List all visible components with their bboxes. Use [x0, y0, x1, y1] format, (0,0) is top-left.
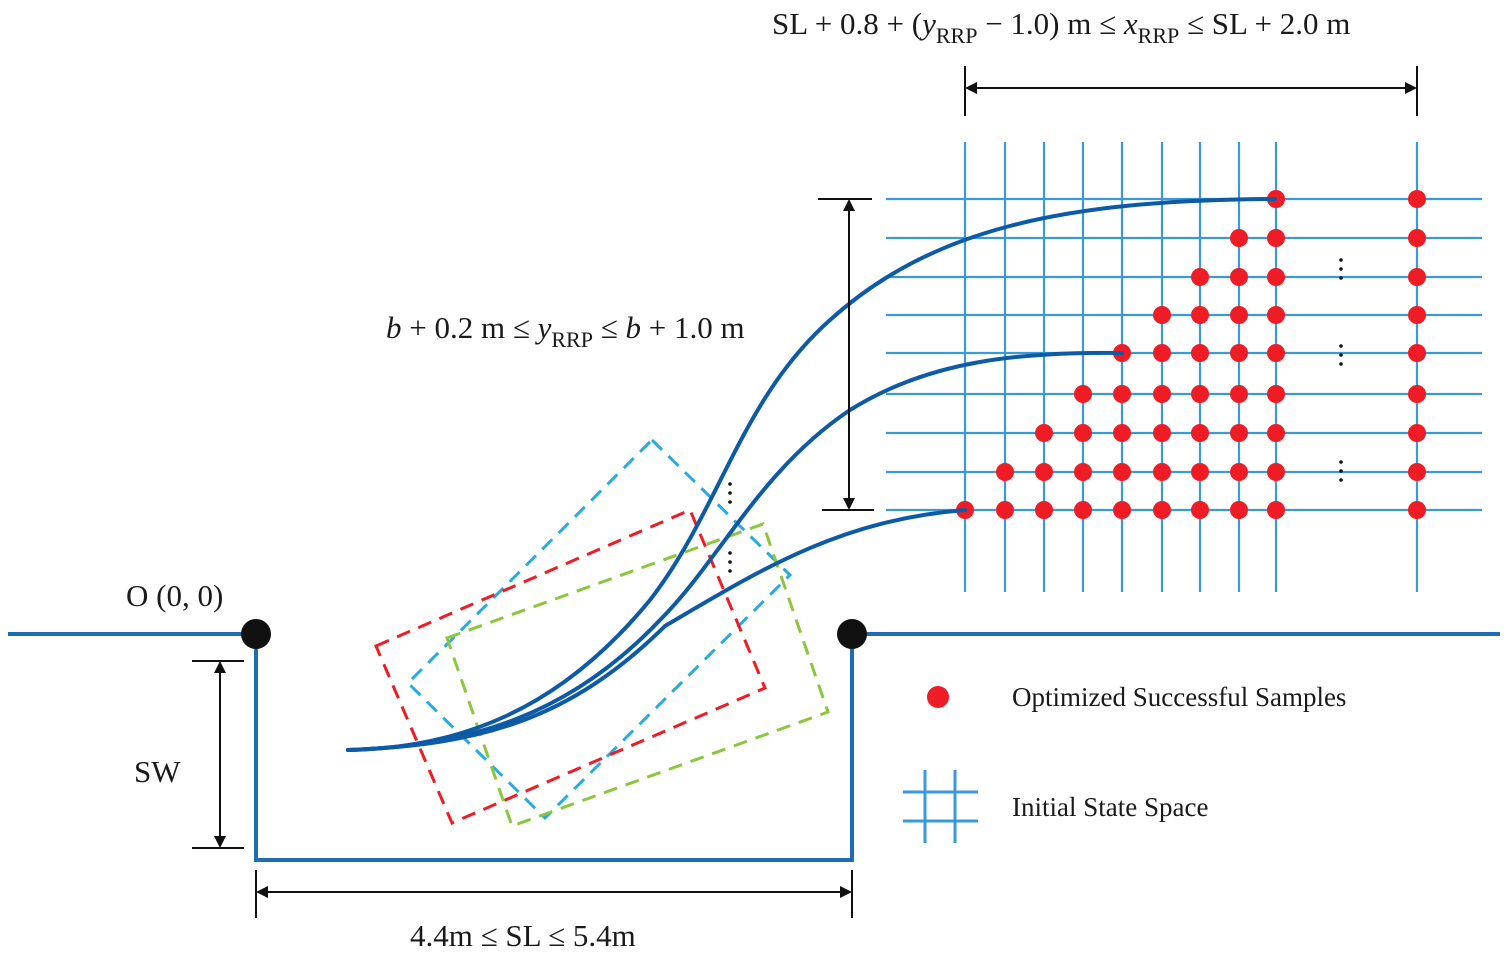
- sample-dot: [1408, 424, 1426, 442]
- sample-dot: [1074, 501, 1092, 519]
- sample-dot: [1191, 344, 1209, 362]
- x-range-dimension: [964, 66, 1418, 116]
- sample-dot: [1113, 385, 1131, 403]
- sample-dot: [1035, 463, 1053, 481]
- sample-dot: [1408, 306, 1426, 324]
- sample-dot: [1230, 344, 1248, 362]
- sample-dot: [1408, 344, 1426, 362]
- sample-dot: [1153, 306, 1171, 324]
- trajectory-high: [346, 197, 1277, 752]
- sample-dot: [996, 463, 1014, 481]
- legend-dot-icon: [927, 686, 949, 708]
- origin-label: O (0, 0): [126, 578, 223, 613]
- parking-slot-outline: [8, 632, 1500, 862]
- sample-dot: [1113, 463, 1131, 481]
- sw-dimension: [192, 660, 244, 849]
- sample-dot: [1230, 306, 1248, 324]
- trajectory-low: [346, 508, 967, 752]
- sl-range-label: 4.4m ≤ SL ≤ 5.4m: [410, 918, 636, 953]
- sample-dot: [1267, 463, 1285, 481]
- sample-dot: [1267, 501, 1285, 519]
- sample-dot: [1153, 424, 1171, 442]
- sample-dot: [1408, 463, 1426, 481]
- sample-dot: [1230, 268, 1248, 286]
- sample-dot: [1113, 501, 1131, 519]
- legend-grid-icon: [903, 770, 978, 843]
- sample-dot: [1035, 424, 1053, 442]
- sample-dot: [1267, 268, 1285, 286]
- trajectories: [346, 197, 1277, 752]
- sample-dot: [1230, 229, 1248, 247]
- sample-dot: [1191, 501, 1209, 519]
- vehicle-box-red: [374, 508, 767, 825]
- sample-dot: [1153, 385, 1171, 403]
- vehicle-box-blue: [405, 437, 793, 821]
- legend-dots-label: Optimized Successful Samples: [1012, 682, 1346, 712]
- sample-dot: [1074, 463, 1092, 481]
- sample-dot: [1408, 229, 1426, 247]
- trajectory-mid: [346, 350, 1124, 752]
- sample-dot: [1074, 385, 1092, 403]
- sample-dot: [1191, 424, 1209, 442]
- sample-dot: [1267, 385, 1285, 403]
- sample-dot: [1191, 463, 1209, 481]
- sample-dot: [1267, 344, 1285, 362]
- sample-dot: [1267, 306, 1285, 324]
- sl-dimension: [255, 870, 853, 918]
- sample-dot: [1408, 190, 1426, 208]
- sample-dot: [996, 501, 1014, 519]
- sample-dot: [1408, 501, 1426, 519]
- legend-grid-label: Initial State Space: [1012, 792, 1208, 822]
- sample-dot: [1230, 424, 1248, 442]
- initial-state-grid: [886, 142, 1482, 592]
- sample-dot: [1267, 424, 1285, 442]
- legend: Optimized Successful Samples Initial Sta…: [903, 682, 1346, 843]
- sample-dot: [1408, 385, 1426, 403]
- sample-dot: [1230, 501, 1248, 519]
- sw-label: SW: [134, 754, 181, 789]
- sample-dot: [1191, 306, 1209, 324]
- sample-dot: [1191, 268, 1209, 286]
- sample-dot: [1408, 268, 1426, 286]
- sample-dot: [1267, 229, 1285, 247]
- slot-corner-point: [837, 619, 867, 649]
- sample-dot: [1074, 424, 1092, 442]
- sample-dot: [1191, 385, 1209, 403]
- successful-sample-dots: [956, 190, 1426, 519]
- sample-dot: [1230, 463, 1248, 481]
- sample-dot: [1035, 501, 1053, 519]
- x-range-label: SL + 0.8 + (yRRP − 1.0) m ≤ xRRP ≤ SL + …: [772, 6, 1350, 48]
- vehicle-box-green: [445, 522, 830, 828]
- origin-point: [241, 619, 271, 649]
- sample-dot: [1153, 344, 1171, 362]
- sample-dot: [1230, 385, 1248, 403]
- sample-dot: [1153, 463, 1171, 481]
- ellipsis-marks: [728, 258, 1343, 573]
- y-range-dimension: [818, 198, 874, 511]
- sample-dot: [1113, 424, 1131, 442]
- y-range-label: b + 0.2 m ≤ yRRP ≤ b + 1.0 m: [386, 310, 745, 352]
- sample-dot: [1153, 501, 1171, 519]
